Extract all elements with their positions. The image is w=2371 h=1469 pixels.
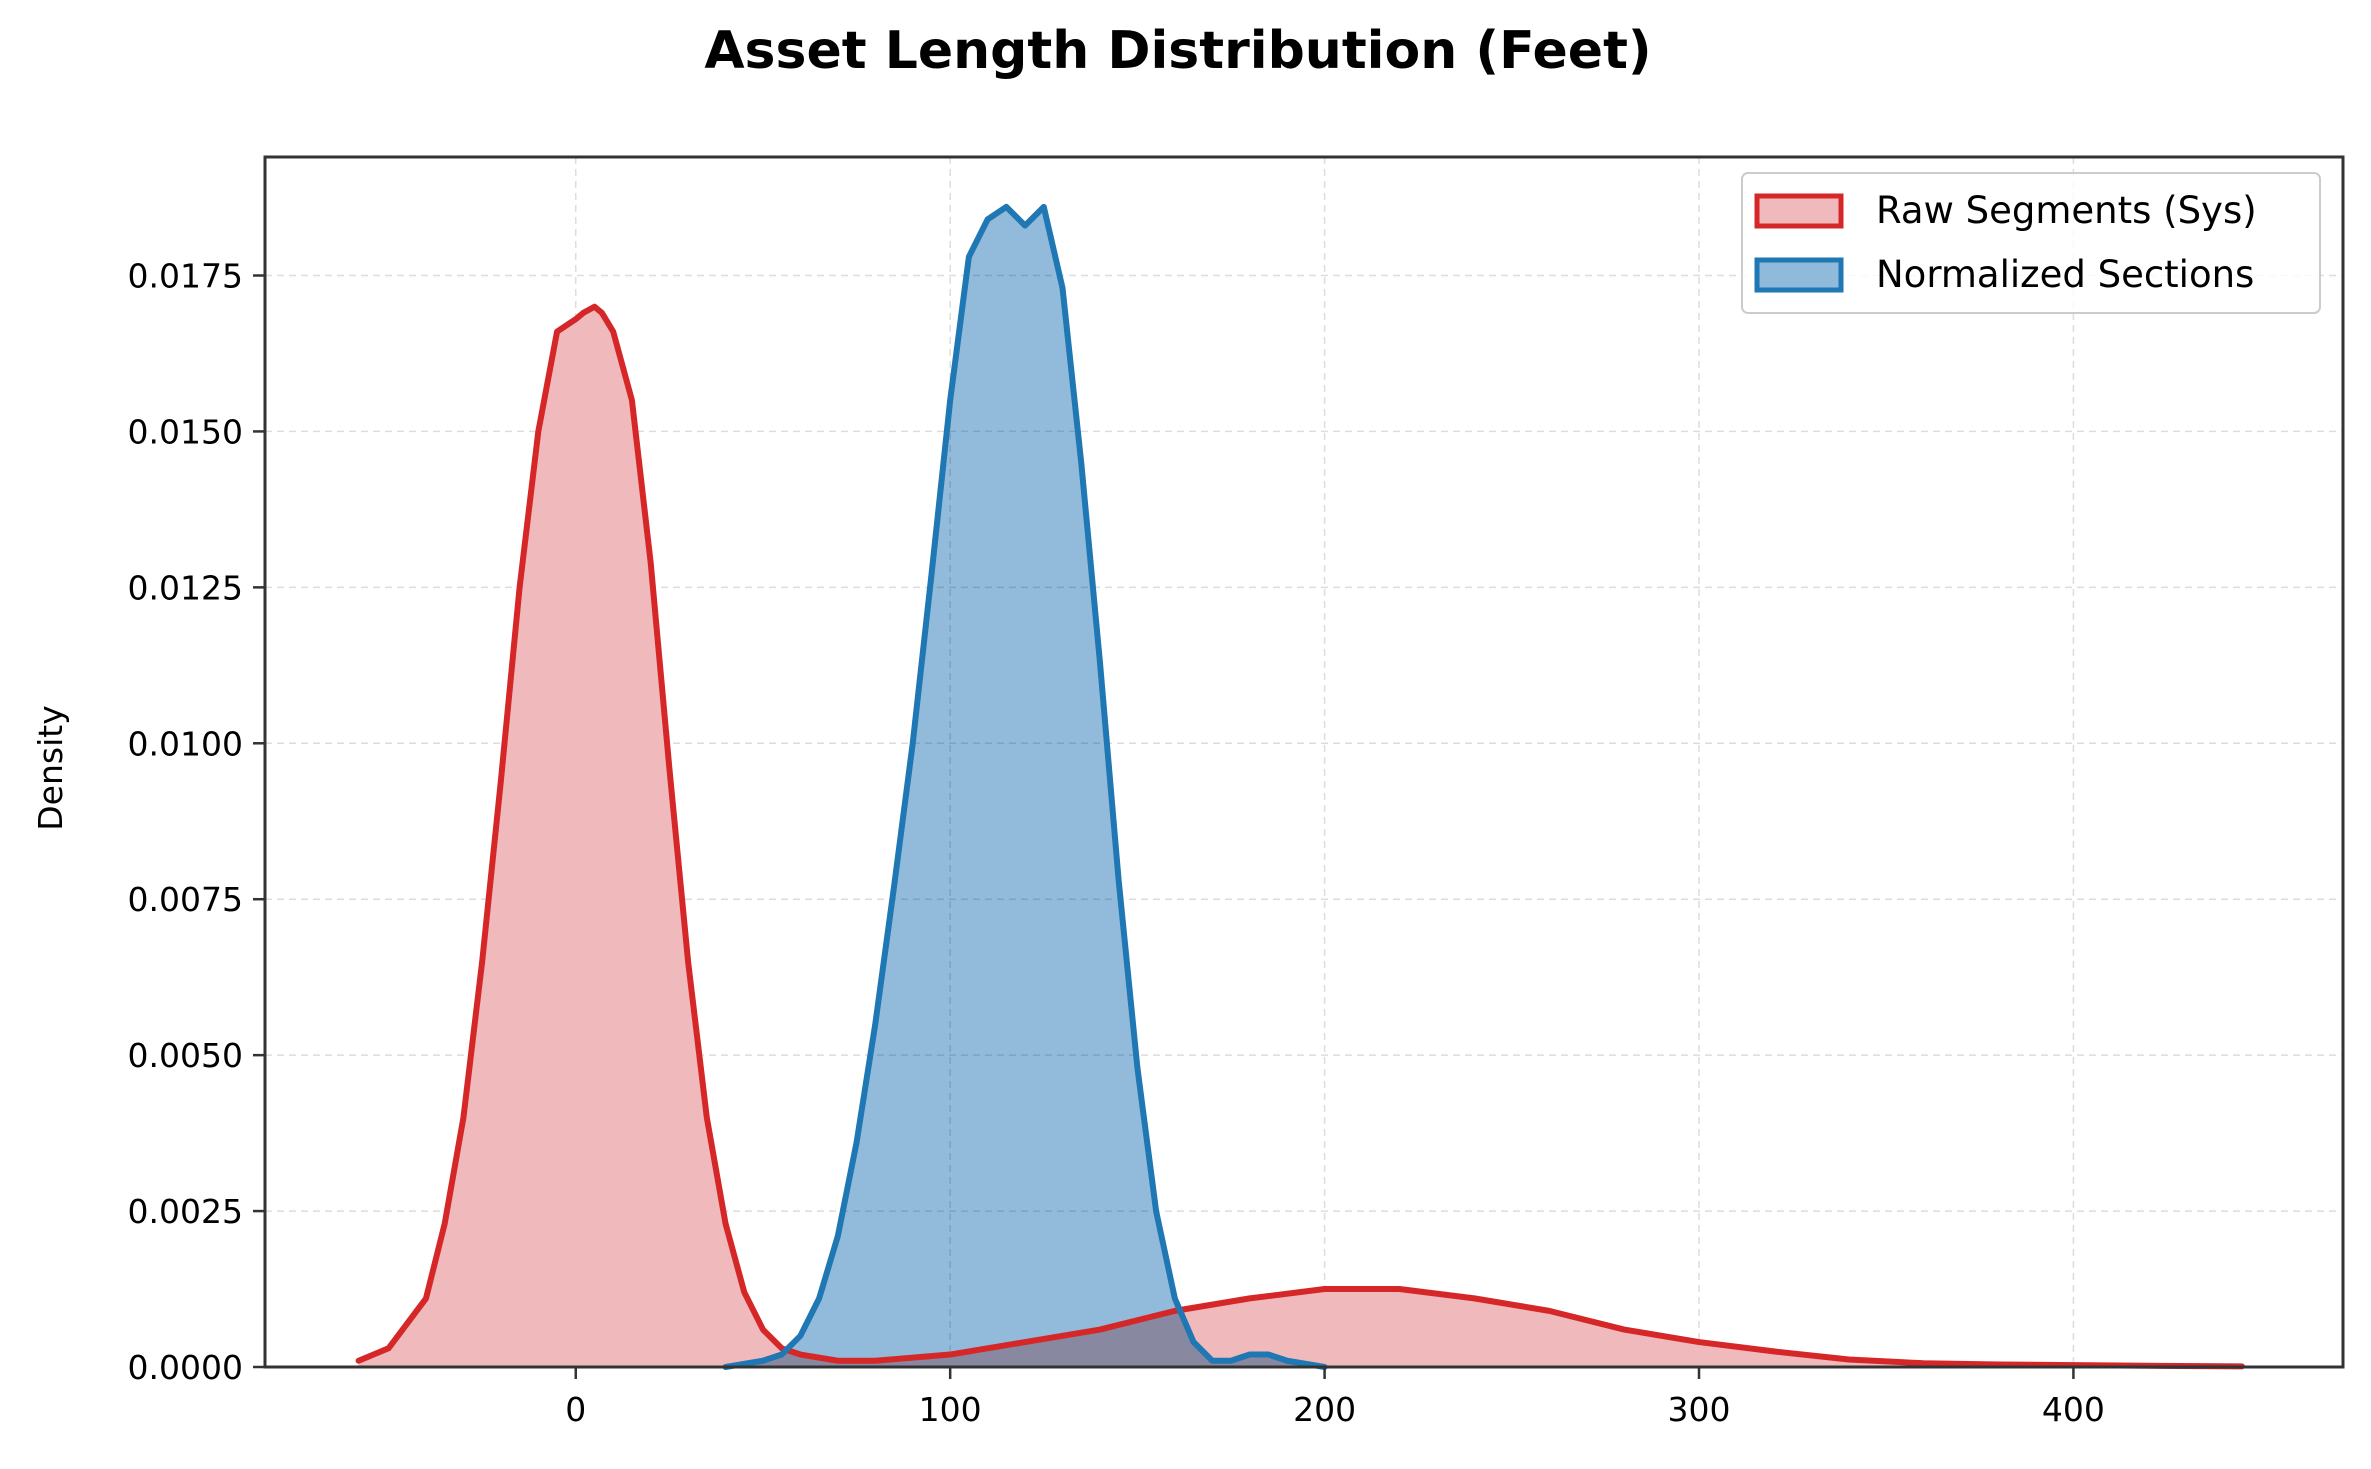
series-1-area xyxy=(725,206,1325,1367)
y-tick-label-0.0100: 0.0100 xyxy=(128,724,243,763)
y-tick-label-0.0150: 0.0150 xyxy=(128,412,243,451)
x-tick-label-0: 0 xyxy=(565,1390,586,1429)
y-axis-title: Density xyxy=(31,705,70,830)
y-tick-label-0.0050: 0.0050 xyxy=(128,1036,243,1075)
plot-frame xyxy=(263,155,2345,1369)
y-tick-label-0.0000: 0.0000 xyxy=(128,1348,243,1387)
x-tick-label-100: 100 xyxy=(919,1390,982,1429)
legend-swatch-1 xyxy=(1754,257,1844,293)
series-1-line xyxy=(722,203,1328,1370)
density-fills xyxy=(358,206,2242,1368)
x-tick-label-400: 400 xyxy=(2042,1390,2105,1429)
legend-label-0: Raw Segments (Sys) xyxy=(1876,189,2257,232)
axis-ticks: 0 100 200 300 400 0.0000 0.0025 0.0050 0.0075 0.0… xyxy=(128,257,2105,1429)
y-tick-label-0.0075: 0.0075 xyxy=(128,880,243,919)
y-tick-label-0.0175: 0.0175 xyxy=(128,257,243,296)
chart-title: Asset Length Distribution (Feet) xyxy=(704,21,1651,81)
legend-swatch-0 xyxy=(1754,193,1844,229)
y-tick-label-0.0125: 0.0125 xyxy=(128,568,243,607)
legend: Raw Segments (Sys) Normalized Sections xyxy=(1741,172,2321,314)
legend-box xyxy=(1741,172,2321,314)
series-0-line xyxy=(355,303,2245,1370)
y-tick-label-0.0025: 0.0025 xyxy=(128,1192,243,1231)
series-0-area xyxy=(358,306,2242,1368)
x-tick-label-300: 300 xyxy=(1668,1390,1731,1429)
x-tick-label-200: 200 xyxy=(1293,1390,1356,1429)
legend-label-1: Normalized Sections xyxy=(1876,253,2254,296)
density-lines xyxy=(355,203,2245,1370)
